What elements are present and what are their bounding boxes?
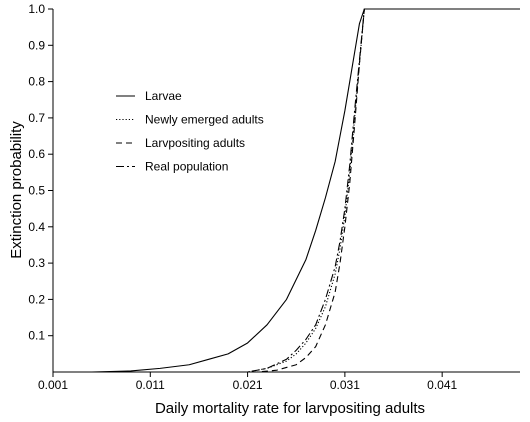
series-line-newly-emerged-adults — [91, 8, 520, 373]
y-tick-label: 1.0 — [28, 2, 45, 16]
x-tick-label: 0.011 — [136, 378, 165, 392]
series-line-larvae — [91, 8, 520, 373]
series-line-real-population — [91, 8, 520, 373]
y-tick-label: 0.3 — [28, 256, 45, 270]
x-axis-title: Daily mortality rate for larvpositing ad… — [155, 400, 425, 417]
y-tick-label: 0.6 — [28, 147, 45, 161]
legend-label: Real population — [145, 160, 228, 174]
legend-label: Larvae — [145, 89, 182, 103]
legend-label: Newly emerged adults — [145, 113, 264, 127]
x-tick-label: 0.001 — [38, 378, 68, 392]
x-tick-label: 0.021 — [233, 378, 263, 392]
legend-label: Larvpositing adults — [145, 136, 245, 150]
x-tick-label: 0.041 — [427, 378, 457, 392]
y-tick-label: 0.5 — [28, 184, 45, 198]
y-tick-label: 0.1 — [28, 329, 45, 343]
y-tick-label: 0.7 — [28, 111, 45, 125]
y-tick-label: 0.2 — [28, 292, 45, 306]
axes: 0.001 0.011 0.021 0.031 0.041 0.1 0.2 0.3 0.4 0.5… — [28, 2, 520, 392]
x-tick-label: 0.031 — [330, 378, 360, 392]
y-tick-label: 0.9 — [28, 38, 45, 52]
legend: Larvae Newly emerged adults Larvpositing a… — [116, 89, 264, 174]
y-tick-label: 0.4 — [28, 220, 45, 234]
y-tick-label: 0.8 — [28, 75, 45, 89]
y-axis-title: Extinction probability — [8, 121, 25, 259]
series-line-larvpositing-adults — [91, 8, 520, 373]
plot-area — [91, 8, 520, 373]
